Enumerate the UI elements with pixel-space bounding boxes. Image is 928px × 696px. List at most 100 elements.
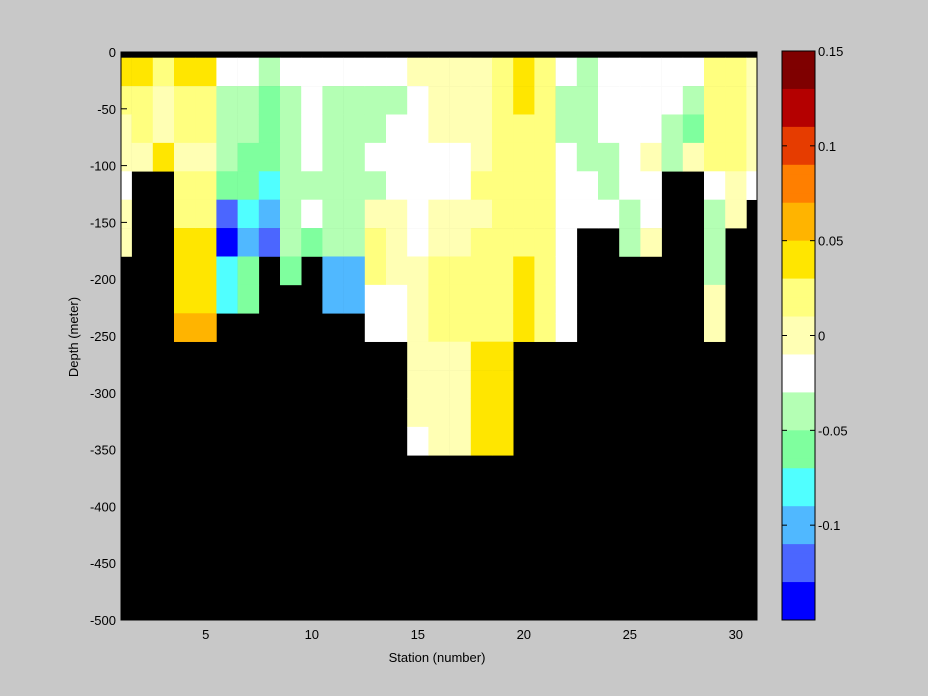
heatmap-cell (322, 57, 344, 87)
heatmap-cell (322, 86, 344, 115)
heatmap-cell (152, 114, 175, 144)
colorbar-swatch (782, 221, 815, 232)
colorbar-swatch (782, 193, 815, 204)
heatmap-cell (428, 86, 450, 115)
heatmap-cell (386, 228, 408, 257)
colorbar-swatch (782, 278, 815, 289)
colorbar-swatch (782, 591, 815, 602)
heatmap-cell (428, 57, 450, 87)
heatmap-cell (174, 57, 196, 87)
y-axis-label: Depth (meter) (66, 297, 81, 377)
heatmap-cell (640, 86, 662, 115)
heatmap-cell (364, 86, 387, 115)
heatmap-cell (534, 57, 556, 87)
heatmap-cell (301, 142, 323, 172)
heatmap-cell (407, 57, 429, 87)
heatmap-cell (174, 199, 196, 229)
heatmap-cell (195, 171, 217, 200)
heatmap-cell (407, 142, 429, 172)
colorbar-swatch (782, 439, 815, 450)
colorbar-swatch (782, 307, 815, 318)
heatmap-cell (174, 171, 196, 200)
heatmap-cell (237, 284, 260, 314)
heatmap-cell (322, 228, 344, 257)
heatmap-cell (704, 199, 726, 229)
colorbar-swatch (782, 553, 815, 564)
heatmap-cell (619, 114, 641, 144)
heatmap-cell (470, 114, 493, 144)
colorbar-swatch (782, 601, 815, 612)
colorbar-swatch (782, 288, 815, 299)
colorbar-swatch (782, 544, 815, 555)
heatmap-cell (428, 284, 450, 314)
heatmap-cell (513, 86, 535, 115)
heatmap-cell (492, 341, 514, 371)
y-tick-label: -450 (90, 556, 116, 571)
heatmap-cell (343, 86, 366, 115)
y-tick-label: -500 (90, 613, 116, 628)
heatmap-cell (449, 171, 472, 200)
heatmap-cell (407, 284, 429, 314)
colorbar-swatch (782, 582, 815, 593)
heatmap-cell (449, 398, 472, 428)
heatmap-cell (725, 142, 747, 172)
colorbar-swatch (782, 534, 815, 545)
heatmap-cell (216, 284, 238, 314)
heatmap-cell (280, 86, 302, 115)
heatmap-cell (598, 57, 620, 87)
heatmap-cell (364, 171, 387, 200)
heatmap-cell (343, 199, 366, 229)
heatmap-cell (131, 86, 154, 115)
heatmap-cell (322, 114, 344, 144)
heatmap-cell (195, 57, 217, 87)
heatmap-cell (301, 228, 323, 257)
heatmap-cell (407, 398, 429, 428)
heatmap-cell (216, 199, 238, 229)
heatmap-cell (534, 86, 556, 115)
heatmap-cell (576, 142, 599, 172)
heatmap-cell (280, 256, 302, 286)
heatmap-cell (746, 171, 758, 200)
colorbar-swatch (782, 88, 815, 99)
colorbar-swatch (782, 411, 815, 422)
y-tick-label: -200 (90, 272, 116, 287)
heatmap-cell (343, 114, 366, 144)
heatmap-cell (470, 398, 493, 428)
heatmap-cell (704, 86, 726, 115)
colorbar-swatch (782, 145, 815, 156)
heatmap-cell (216, 114, 238, 144)
heatmap-cell (152, 142, 175, 172)
heatmap-cell (704, 142, 726, 172)
heatmap-cell (364, 199, 387, 229)
heatmap-cell (322, 171, 344, 200)
heatmap-cell (195, 228, 217, 257)
heatmap-cell (640, 142, 662, 172)
heatmap-cell (449, 199, 472, 229)
heatmap-cell (746, 114, 758, 144)
heatmap-cell (470, 256, 493, 286)
heatmap-cell (449, 86, 472, 115)
heatmap-cell (619, 228, 641, 257)
heatmap-cell (237, 57, 260, 87)
heatmap-cell (492, 398, 514, 428)
heatmap-cell (216, 228, 238, 257)
heatmap-cell (513, 142, 535, 172)
heatmap-cell (428, 199, 450, 229)
colorbar-swatch (782, 136, 815, 147)
heatmap-cell (534, 256, 556, 286)
heatmap-cell (449, 341, 472, 371)
heatmap-cell (386, 114, 408, 144)
heatmap-cell (258, 86, 281, 115)
y-axis: 0 -50 -100 -150 -200 -250 -300 -350 -400 -450 -500 (90, 45, 127, 628)
colorbar-swatch (782, 420, 815, 431)
heatmap-cell (704, 256, 726, 286)
colorbar-swatch (782, 354, 815, 365)
heatmap-cell (121, 228, 132, 257)
heatmap-cell (428, 426, 450, 456)
heatmap-cell (407, 341, 429, 371)
heatmap-cell (195, 142, 217, 172)
heatmap-cell (280, 171, 302, 200)
heatmap-cell (513, 313, 535, 342)
heatmap-cell (555, 199, 578, 229)
